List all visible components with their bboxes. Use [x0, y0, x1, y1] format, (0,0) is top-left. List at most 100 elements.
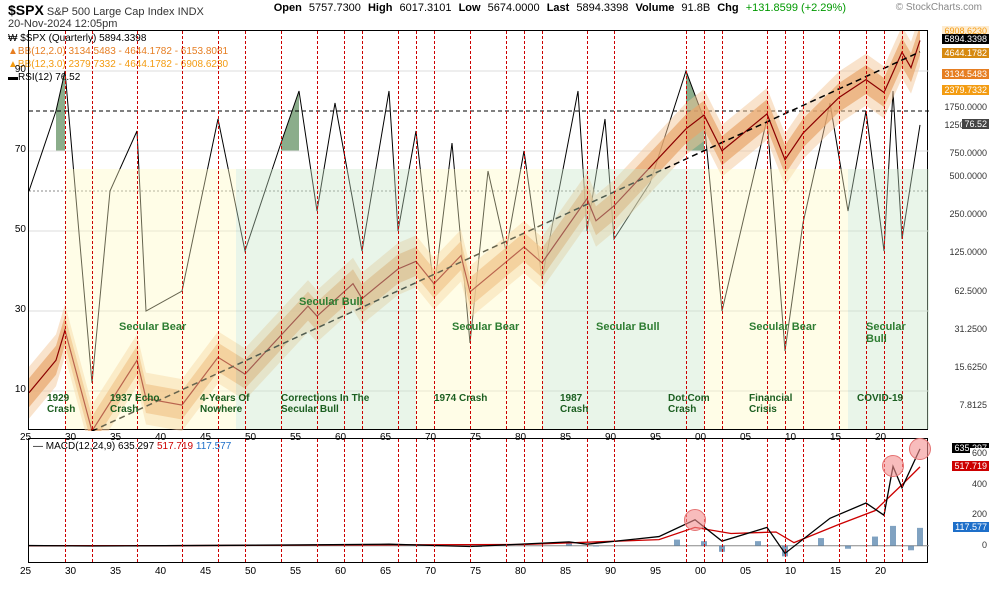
crash-event-label: COVID-19: [857, 393, 903, 404]
volume-value: 91.8B: [681, 2, 710, 14]
crash-event-label: 1937 EchoCrash: [110, 393, 159, 415]
x-axis-tick: 05: [740, 566, 751, 577]
event-vline: [686, 439, 687, 562]
index-name: S&P 500 Large Cap Index: [47, 6, 175, 18]
rsi-axis-tick: 10: [4, 384, 26, 395]
event-vline: [137, 439, 138, 562]
crash-event-label: 1987Crash: [560, 393, 588, 415]
market-era-region: [65, 169, 236, 429]
event-vline: [344, 439, 345, 562]
event-vline: [362, 31, 363, 429]
open-value: 5757.7300: [309, 2, 361, 14]
price-axis-tag: 4644.1782: [942, 48, 989, 58]
event-vline: [542, 439, 543, 562]
macd-axis-tag: 600: [970, 448, 989, 458]
last-label: Last: [547, 2, 570, 14]
rsi-axis-tick: 70: [4, 144, 26, 155]
macd-chart-svg: [29, 439, 929, 564]
event-vline: [506, 31, 507, 429]
watermark: © StockCharts.com: [896, 2, 982, 13]
x-axis-tick: 70: [425, 566, 436, 577]
x-axis-tick: 35: [110, 566, 121, 577]
macd-peak-marker: [684, 509, 706, 531]
event-vline: [542, 31, 543, 429]
macd-peak-marker: [909, 438, 931, 460]
event-vline: [434, 31, 435, 429]
x-axis-tick: 00: [695, 566, 706, 577]
ohlc-bar: Open 5757.7300 High 6017.3101 Low 5674.0…: [274, 2, 850, 14]
event-vline: [587, 439, 588, 562]
market-era-region: [848, 169, 929, 429]
x-axis-tick: 55: [290, 566, 301, 577]
macd-axis-tag: 200: [970, 509, 989, 519]
event-vline: [839, 31, 840, 429]
chg-value: +131.8599 (+2.29%): [746, 2, 846, 14]
event-vline: [92, 31, 93, 429]
era-label: Secular Bull: [596, 321, 660, 333]
crash-event-label: FinancialCrisis: [749, 393, 792, 415]
x-axis-tick: 25: [20, 566, 31, 577]
event-vline: [398, 439, 399, 562]
event-vline: [902, 31, 903, 429]
event-vline: [524, 31, 525, 429]
event-vline: [524, 439, 525, 562]
low-label: Low: [459, 2, 481, 14]
event-vline: [281, 439, 282, 562]
price-axis-tag: 250.0000: [947, 209, 989, 219]
event-vline: [182, 31, 183, 429]
x-axis-tick: 85: [560, 566, 571, 577]
x-axis-tick: 10: [785, 566, 796, 577]
event-vline: [317, 31, 318, 429]
era-label: Secular Bull: [866, 321, 927, 345]
event-vline: [65, 439, 66, 562]
macd-axis-tag: 400: [970, 479, 989, 489]
crash-event-label: Dot.ComCrash: [668, 393, 710, 415]
x-axis-tick: 95: [650, 566, 661, 577]
event-vline: [839, 439, 840, 562]
event-vline: [434, 439, 435, 562]
main-price-chart: Secular Bear Secular Bull Secular Bear Secu…: [28, 30, 928, 430]
macd-axis-tag: 117.577: [953, 522, 989, 532]
era-label: Secular Bear: [452, 321, 519, 333]
event-vline: [317, 439, 318, 562]
macd-axis-tag: 517.719: [952, 461, 989, 471]
crash-event-label: Corrections In TheSecular Bull: [281, 393, 369, 415]
rsi-axis-tick: 30: [4, 304, 26, 315]
ticker-symbol: $SPX: [8, 2, 44, 18]
x-axis-tick: 40: [155, 566, 166, 577]
event-vline: [686, 31, 687, 429]
open-label: Open: [274, 2, 302, 14]
price-axis-tag: 62.5000: [952, 286, 989, 296]
x-axis-tick: 15: [830, 566, 841, 577]
volume-label: Volume: [635, 2, 674, 14]
x-axis-tick: 20: [875, 566, 886, 577]
era-label: Secular Bear: [749, 321, 816, 333]
price-axis-tag: 7.8125: [957, 400, 989, 410]
index-type: INDX: [178, 6, 204, 18]
event-vline: [137, 31, 138, 429]
last-value: 5894.3398: [576, 2, 628, 14]
event-vline: [398, 31, 399, 429]
event-vline: [704, 31, 705, 429]
macd-legend: — MACD(12,24,9) 635.297 517.719 117.577: [33, 441, 231, 452]
crash-event-label: 1929Crash: [47, 393, 75, 415]
event-vline: [362, 439, 363, 562]
event-vline: [506, 439, 507, 562]
high-value: 6017.3101: [400, 2, 452, 14]
event-vline: [767, 31, 768, 429]
x-axis-tick: 80: [515, 566, 526, 577]
low-value: 5674.0000: [488, 2, 540, 14]
event-vline: [218, 439, 219, 562]
event-vline: [245, 439, 246, 562]
x-axis-tick: 90: [605, 566, 616, 577]
chart-date: 20-Nov-2024 12:05pm: [8, 18, 117, 30]
x-axis-tick: 60: [335, 566, 346, 577]
event-vline: [884, 31, 885, 429]
event-vline: [767, 439, 768, 562]
event-vline: [92, 439, 93, 562]
price-axis-tag: 2379.7332: [942, 85, 989, 95]
price-axis-tag: 15.6250: [952, 362, 989, 372]
event-vline: [182, 439, 183, 562]
era-label: Secular Bull: [299, 296, 363, 308]
event-vline: [722, 439, 723, 562]
